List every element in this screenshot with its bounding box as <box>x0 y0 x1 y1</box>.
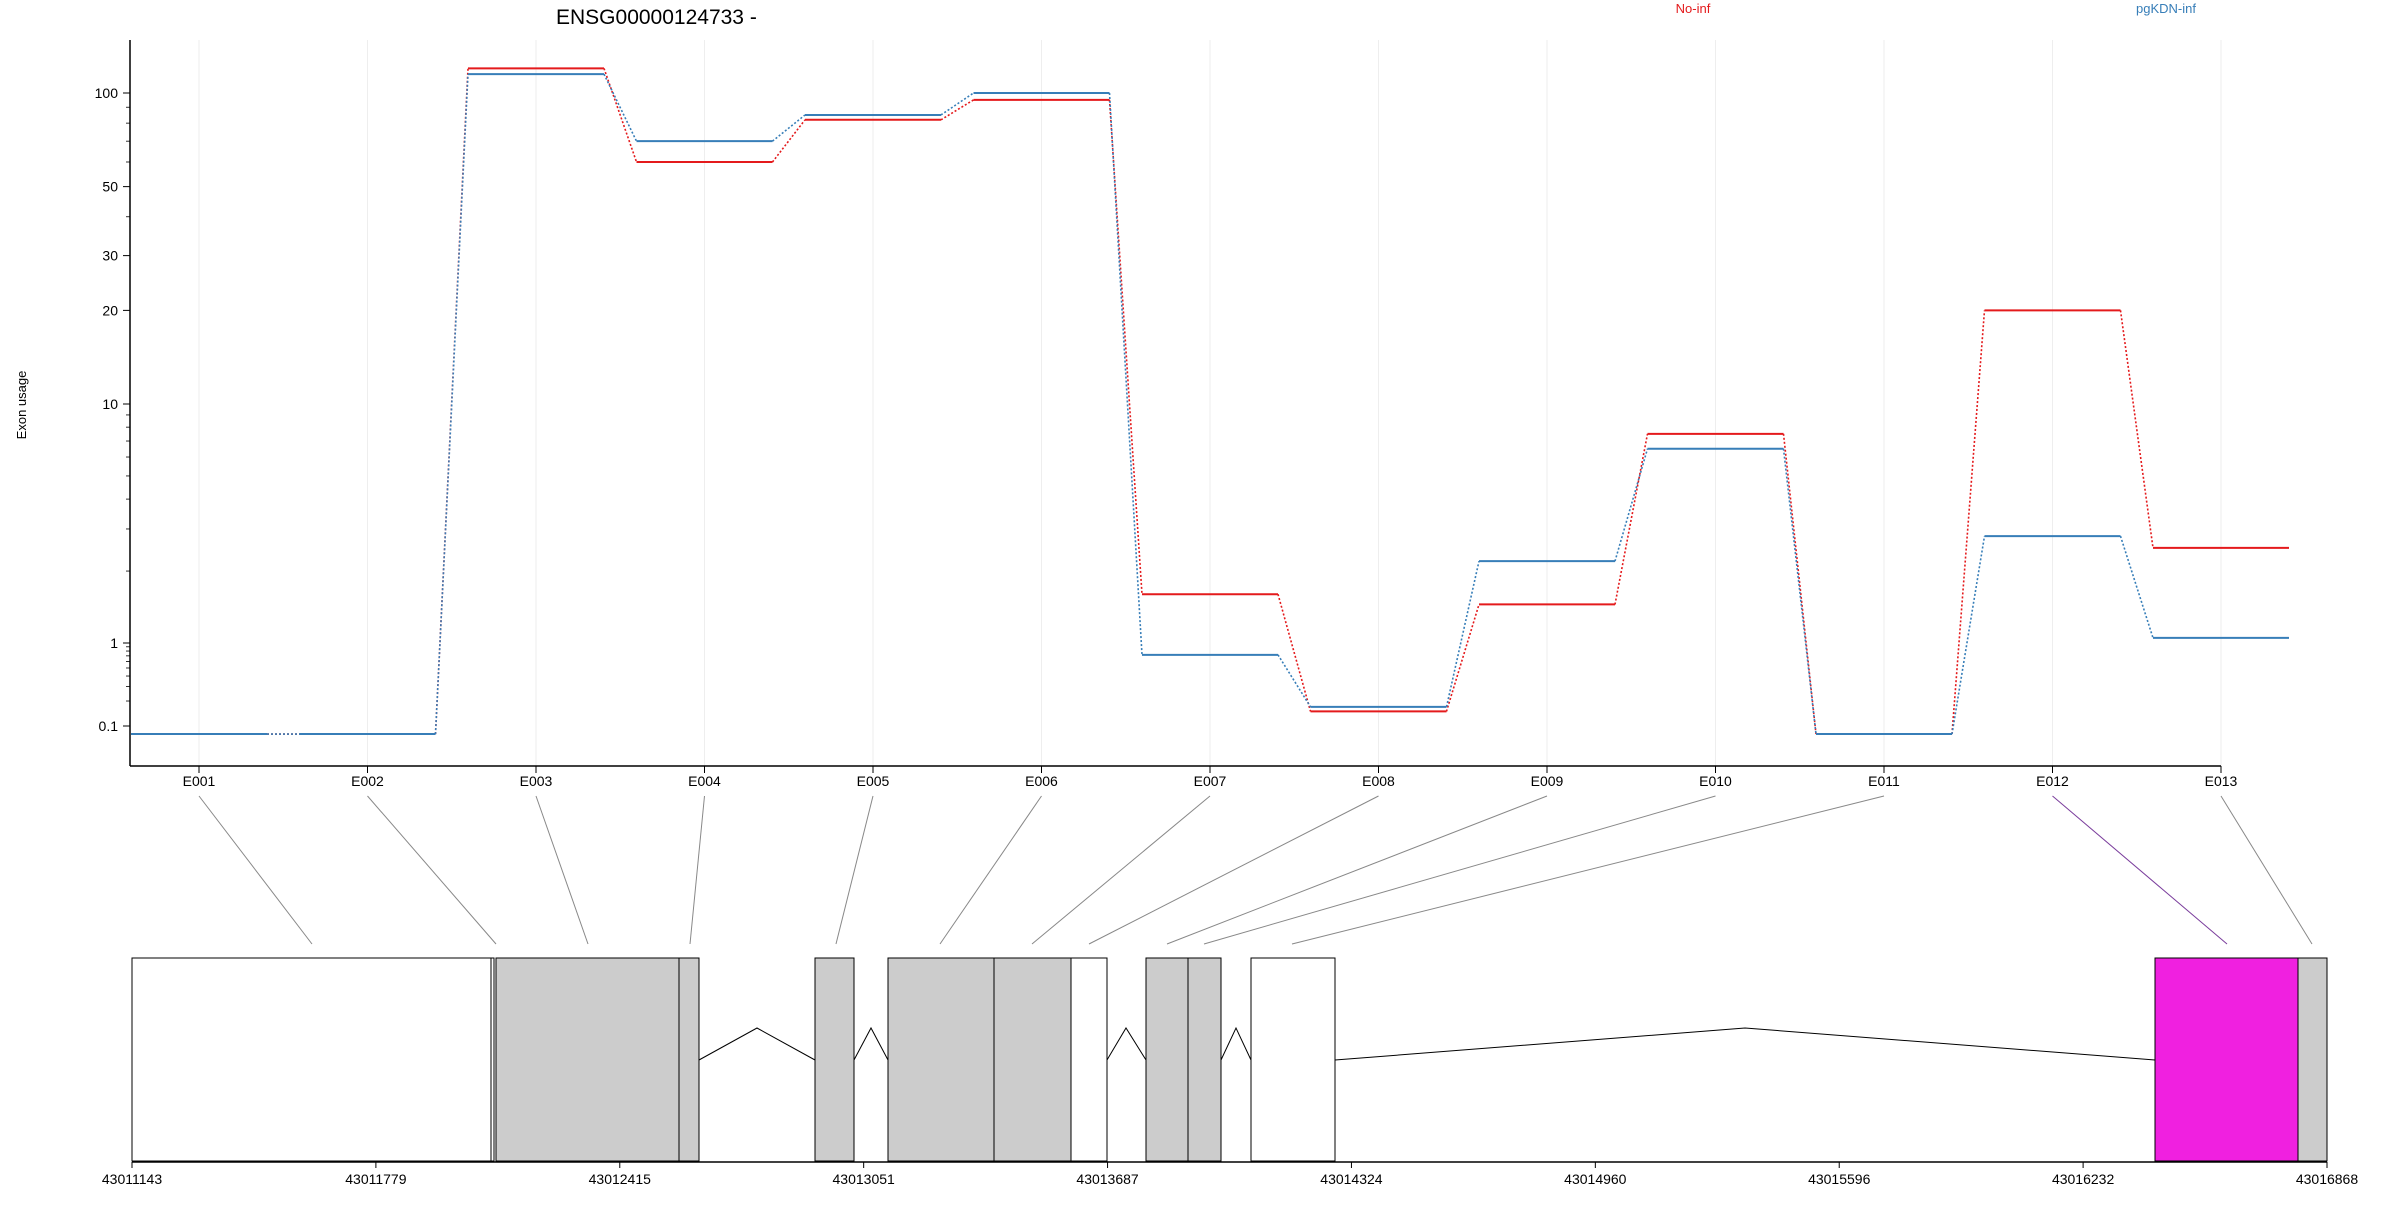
connector <box>1782 448 1817 735</box>
connector <box>2119 310 2154 549</box>
connector <box>1614 433 1649 605</box>
x-tick-label: E013 <box>2205 773 2238 789</box>
genomic-tick-label: 43014960 <box>1564 1171 1627 1187</box>
connector <box>1951 535 1986 735</box>
x-tick-label: E005 <box>857 773 890 789</box>
x-tick-label: E008 <box>1362 773 1395 789</box>
genomic-tick-label: 43014324 <box>1320 1171 1383 1187</box>
x-tick-label: E012 <box>2036 773 2069 789</box>
y-tick-label: 20 <box>102 302 118 318</box>
exon-box <box>2297 957 2328 1162</box>
genomic-tick-label: 43013687 <box>1076 1171 1139 1187</box>
y-tick-label: 10 <box>102 396 118 412</box>
series-pgkdn-inf <box>131 73 2289 736</box>
connector <box>603 73 638 142</box>
x-tick-label: E010 <box>1699 773 1732 789</box>
genomic-tick-label: 43015596 <box>1808 1171 1871 1187</box>
x-tick-label: E011 <box>1868 773 1900 789</box>
exon-mapping-line <box>1291 795 1885 945</box>
y-tick-label: 100 <box>95 85 119 101</box>
exon-mapping-line <box>835 795 874 945</box>
genomic-tick-label: 43016232 <box>2052 1171 2115 1187</box>
x-tick-label: E006 <box>1025 773 1058 789</box>
connector <box>603 68 638 163</box>
genomic-tick-label: 43016868 <box>2296 1171 2359 1187</box>
exon-box <box>490 957 495 1162</box>
x-tick-label: E002 <box>351 773 384 789</box>
intron-line <box>853 1026 889 1061</box>
y-tick-label: 30 <box>102 248 118 264</box>
exon-box <box>678 957 700 1162</box>
exon-box <box>495 957 680 1162</box>
intron-line <box>1334 1027 2156 1061</box>
connector <box>1277 594 1312 712</box>
x-tick-label: E003 <box>520 773 553 789</box>
exon-box <box>1070 957 1108 1162</box>
y-tick-label: 0.1 <box>99 718 119 734</box>
exon-mapping-line <box>1031 795 1211 945</box>
x-tick-label: E004 <box>688 773 721 789</box>
exon-mapping-line <box>1088 795 1379 945</box>
connector <box>1445 604 1480 712</box>
intron-line <box>1106 1027 1147 1061</box>
exon-box <box>131 957 492 1162</box>
exon-mapping-line <box>939 795 1042 945</box>
x-tick-label: E001 <box>183 773 216 789</box>
exon-mapping-line <box>198 795 313 945</box>
connector <box>940 99 974 121</box>
exon-mapping-line <box>689 795 705 945</box>
genomic-tick-label: 43011779 <box>345 1171 406 1187</box>
legend-series-no-inf: No-inf <box>1676 1 1711 16</box>
x-tick-label: E009 <box>1531 773 1564 789</box>
exon-mapping-line <box>367 795 497 945</box>
intron-line <box>698 1027 816 1061</box>
chart-title: ENSG00000124733 - <box>556 6 757 29</box>
connector <box>2119 535 2154 639</box>
exon-mapping-line <box>1203 795 1716 945</box>
exon-mapping-line <box>2052 795 2228 945</box>
connector <box>1277 654 1312 708</box>
exon-box <box>1250 957 1336 1162</box>
connector <box>1951 310 1986 735</box>
x-tick-label: E007 <box>1194 773 1227 789</box>
connector <box>1445 560 1480 708</box>
connector <box>940 92 974 116</box>
legend-series-pgkdn-inf: pgKDN-inf <box>2136 1 2196 16</box>
connector <box>1108 99 1143 595</box>
exon-box <box>1187 957 1222 1162</box>
genomic-tick-label: 43011143 <box>102 1171 162 1187</box>
exon-box <box>814 957 855 1162</box>
genomic-tick-label: 43013051 <box>833 1171 896 1187</box>
y-axis-label: Exon usage <box>14 371 29 440</box>
exon-mapping-line <box>2220 795 2313 945</box>
exon-box <box>2154 957 2299 1162</box>
exon-mapping-line <box>535 795 589 945</box>
connector <box>771 114 806 142</box>
intron-line <box>1220 1026 1252 1061</box>
connector <box>1108 92 1143 655</box>
exon-box <box>887 957 995 1162</box>
connector <box>1614 448 1649 562</box>
y-tick-label: 1 <box>110 635 118 651</box>
exon-box <box>993 957 1072 1162</box>
exon-box <box>1145 957 1189 1162</box>
connector <box>434 74 469 735</box>
exon-mapping-line <box>1166 795 1548 945</box>
connector <box>771 119 806 163</box>
y-tick-label: 50 <box>102 179 118 195</box>
genomic-tick-label: 43012415 <box>589 1171 652 1187</box>
